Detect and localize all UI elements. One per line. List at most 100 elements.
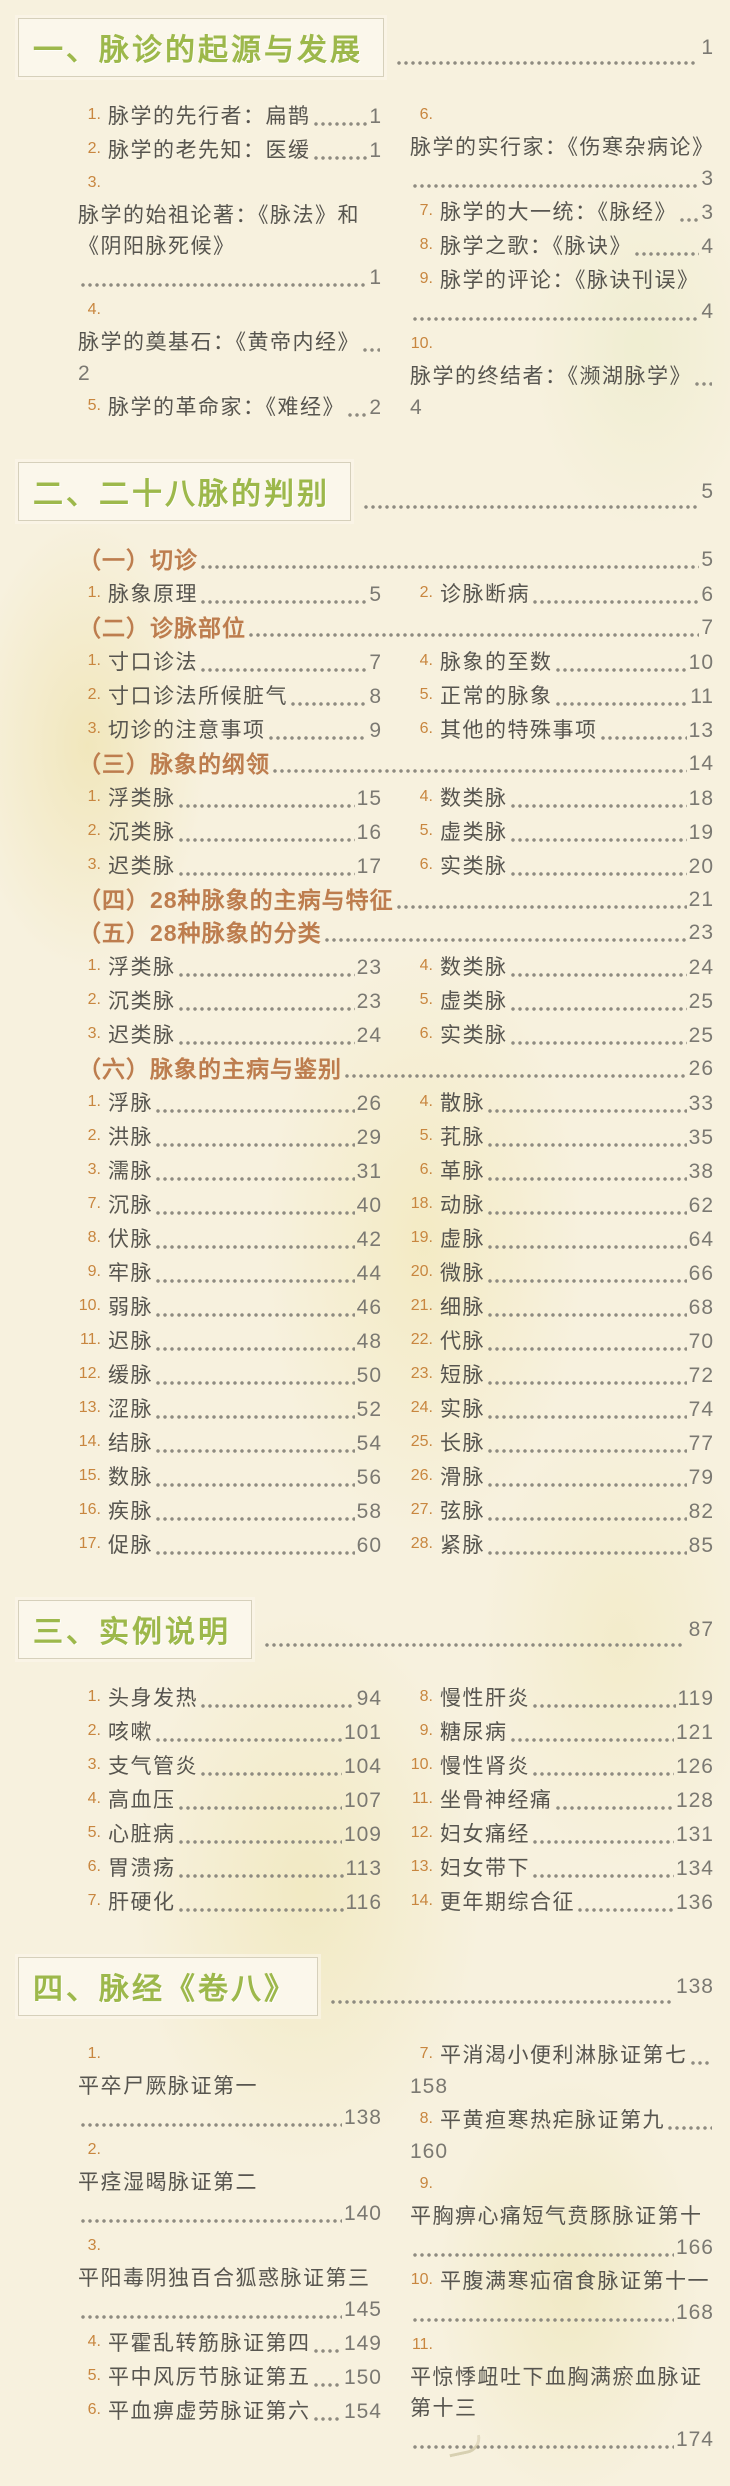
toc-entry: 18. 动脉 62: [410, 1188, 714, 1221]
dot-leader: [689, 2049, 712, 2071]
entry-page-number: 26: [356, 1092, 382, 1115]
entry-number: 18.: [410, 1195, 433, 1212]
entry-title: 滑脉: [440, 1466, 485, 1489]
entry-column-left: 1. 平卒尸厥脉证第一 138 2. 平痉湿暍脉证第二 140 3. 平阳毒阴独百合狐惑脉证第…: [78, 2038, 382, 2456]
section-title-box: 四、脉经《卷八》: [18, 1957, 318, 2016]
entry-column-right: 4. 数类脉 24 5. 虚类脉 25 6. 实类脉 25: [410, 950, 714, 1052]
entry-page-number: 104: [343, 1755, 382, 1778]
dot-leader: [487, 1301, 687, 1323]
entry-title: 数脉: [108, 1466, 153, 1489]
toc-entry: 25. 长脉 77: [410, 1426, 714, 1459]
dot-leader: [554, 656, 687, 678]
entry-page-number: 7: [369, 651, 382, 674]
toc-entry: 12. 缓脉 50: [78, 1358, 382, 1391]
entry-title: 虚类脉: [440, 990, 508, 1013]
entry-title: 高血压: [108, 1789, 176, 1812]
entry-number: 8.: [87, 1229, 101, 1246]
toc-entry: 19. 虚脉 64: [410, 1222, 714, 1255]
entry-number: 4.: [87, 1790, 101, 1807]
entry-number: 13.: [78, 1399, 101, 1416]
section-header: 四、脉经《卷八》 138: [0, 1957, 730, 2016]
dot-leader: [532, 1828, 674, 1850]
entry-page-number: 113: [345, 1857, 382, 1880]
dot-leader: [487, 1369, 687, 1391]
entry-number: 9.: [419, 2175, 433, 2192]
subsection-title: （三）脉象的纲领: [78, 751, 270, 777]
dot-leader: [312, 2371, 342, 2393]
entry-page-number: 121: [675, 1721, 714, 1744]
entry-number: 8.: [419, 1688, 433, 1705]
dot-leader: [80, 2303, 342, 2325]
entry-page-number: 64: [688, 1228, 714, 1251]
dot-leader: [200, 588, 368, 610]
entry-title: 脉学的实行家：《伤寒杂病论》: [410, 136, 715, 159]
toc-entry: 21. 细脉 68: [410, 1290, 714, 1323]
subsection-page-number: 14: [688, 752, 714, 775]
entry-title: 迟脉: [108, 1330, 153, 1353]
entry-number: 1.: [87, 1688, 101, 1705]
toc-entry: 1. 浮类脉 15: [78, 781, 382, 814]
dot-leader: [554, 690, 689, 712]
entry-title: 短脉: [440, 1364, 485, 1387]
entry-number: 4.: [87, 2333, 101, 2350]
entry-page-number: 140: [343, 2202, 382, 2225]
entry-title: 动脉: [440, 1194, 485, 1217]
toc-entry: 14. 结脉 54: [78, 1426, 382, 1459]
section-title-box: 三、实例说明: [18, 1600, 252, 1659]
entry-title: 沉类脉: [108, 821, 176, 844]
toc-entry: 1. 脉学的先行者：扁鹊 1: [78, 99, 382, 132]
dot-leader: [509, 995, 687, 1017]
dot-leader: [177, 792, 355, 814]
entry-title: 脉学之歌：《脉诀》: [440, 235, 632, 258]
dot-leader: [155, 1199, 355, 1221]
dot-leader: [177, 1862, 344, 1884]
entry-number: 5.: [87, 2367, 101, 2384]
entry-number: 11.: [411, 1790, 433, 1807]
entry-column-right: 4. 数类脉 18 5. 虚类脉 19 6. 实类脉 20: [410, 781, 714, 883]
entry-number: 12.: [78, 1365, 101, 1382]
dot-leader: [155, 1369, 355, 1391]
section-header: 一、脉诊的起源与发展 1: [0, 18, 730, 77]
entry-page-number: 48: [356, 1330, 382, 1353]
subsection-page-number: 21: [688, 888, 714, 911]
entry-page-number: 70: [688, 1330, 714, 1353]
entry-title: 平霍乱转筋脉证第四: [108, 2332, 311, 2355]
entry-page-number: 56: [356, 1466, 382, 1489]
entry-number: 1.: [87, 957, 101, 974]
dot-leader: [487, 1505, 687, 1527]
entry-title: 肝硬化: [108, 1891, 176, 1914]
dot-leader: [177, 1029, 355, 1051]
entry-number: 26.: [410, 1467, 433, 1484]
entry-page-number: 1: [369, 139, 382, 162]
toc-entry: 1. 头身发热 94: [78, 1681, 382, 1714]
entry-number: 4.: [419, 788, 433, 805]
entry-number: 9.: [87, 1263, 101, 1280]
entry-number: 2.: [87, 686, 101, 703]
subsection-header: （六）脉象的主病与鉴别 26: [78, 1053, 714, 1085]
dot-leader: [200, 1760, 342, 1782]
toc-entry: 9. 牢脉 44: [78, 1256, 382, 1289]
entry-page-number: 5: [369, 583, 382, 606]
entry-page-number: 42: [356, 1228, 382, 1251]
entry-page-number: 50: [356, 1364, 382, 1387]
toc-entry: 17. 促脉 60: [78, 1528, 382, 1561]
toc-entry: 3. 支气管炎 104: [78, 1749, 382, 1782]
toc-entry: 2. 咳嗽 101: [78, 1715, 382, 1748]
entry-page-number: 138: [343, 2106, 382, 2129]
dot-leader: [532, 1760, 674, 1782]
entry-page-number: 85: [688, 1534, 714, 1557]
toc-entry: 13. 妇女带下 134: [410, 1851, 714, 1884]
dot-leader: [155, 1539, 355, 1561]
dot-leader: [177, 826, 355, 848]
dot-leader: [312, 2337, 342, 2359]
entry-page-number: 2: [369, 396, 382, 419]
toc-entry: 4. 脉象的至数 10: [410, 645, 714, 678]
dot-leader: [487, 1165, 687, 1187]
toc-entry: 4. 散脉 33: [410, 1086, 714, 1119]
entry-title: 支气管炎: [108, 1755, 198, 1778]
toc-entry: 28. 紧脉 85: [410, 1528, 714, 1561]
toc-entry: 22. 代脉 70: [410, 1324, 714, 1357]
dot-leader: [667, 2114, 712, 2136]
entry-number: 2.: [419, 584, 433, 601]
entry-column-left: 1. 寸口诊法 7 2. 寸口诊法所候脏气 8 3. 切诊的注意事项 9: [78, 645, 382, 747]
